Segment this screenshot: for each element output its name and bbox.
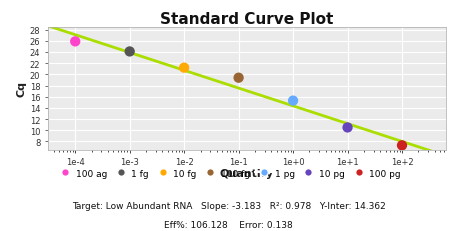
Legend: 100 ag, 1 fg, 10 fg, 100 fg, 1 pg, 10 pg, 100 pg: 100 ag, 1 fg, 10 fg, 100 fg, 1 pg, 10 pg… (52, 165, 405, 182)
Point (181, 67, 188, 70)
Point (126, 50, 133, 54)
Text: Eff%: 106.128    Error: 0.138: Eff%: 106.128 Error: 0.138 (164, 220, 293, 229)
Point (289, 99, 297, 103)
Point (399, 144, 406, 148)
Y-axis label: Cq: Cq (17, 81, 27, 97)
Point (72, 40, 79, 44)
Point (344, 126, 351, 130)
X-axis label: Quantity: Quantity (220, 168, 274, 178)
Title: Standard Curve Plot: Standard Curve Plot (160, 12, 334, 27)
Point (235, 76, 242, 80)
Text: Target: Low Abundant RNA   Slope: -3.183   R²: 0.978   Y-Inter: 14.362: Target: Low Abundant RNA Slope: -3.183 R… (72, 201, 385, 210)
